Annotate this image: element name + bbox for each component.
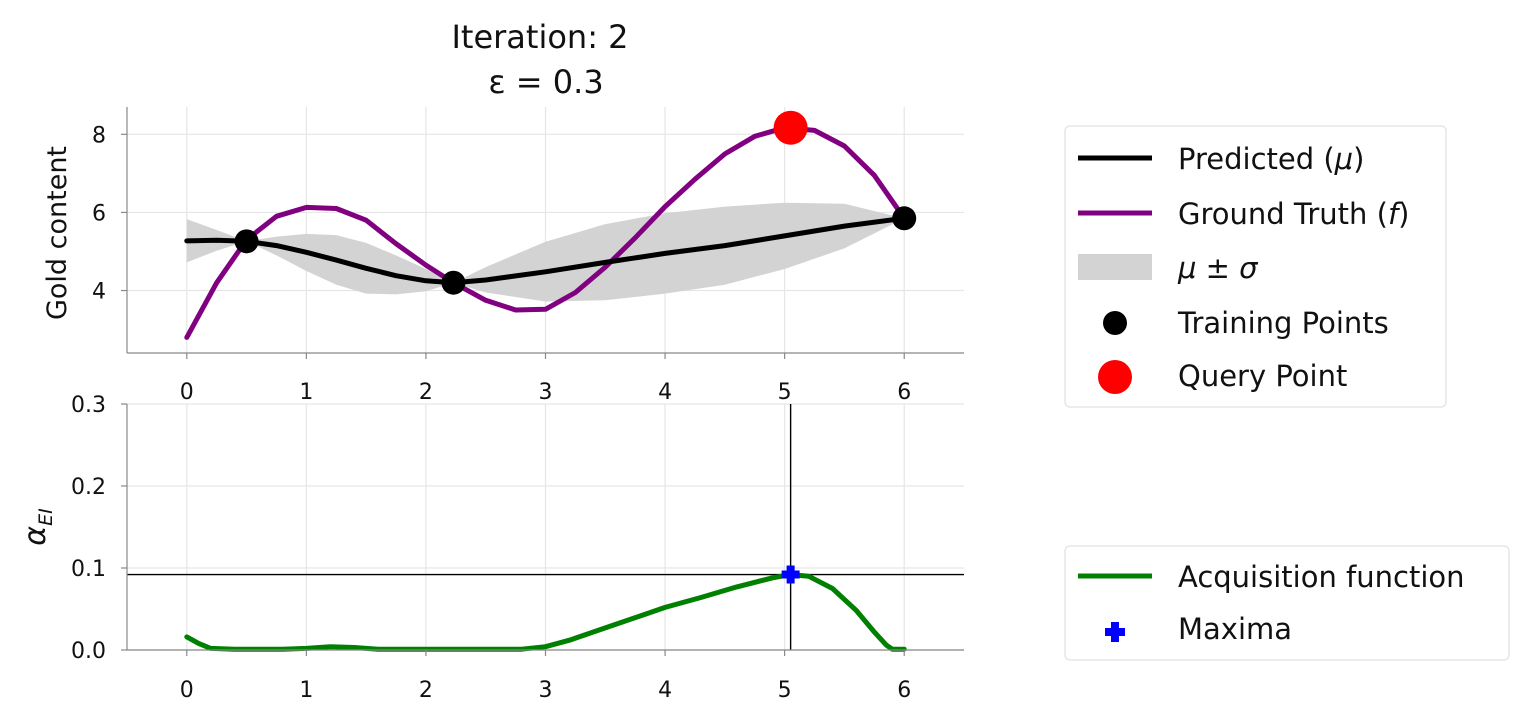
legend-maxima-label: Maxima — [1178, 612, 1292, 646]
top-x-tick-label: 6 — [897, 380, 911, 405]
bottom-y-ticks: 0.0 0.1 0.2 0.3 — [71, 393, 127, 664]
acquisition-function-line — [184, 572, 907, 652]
legend-predicted-pre: Predicted ( — [1178, 142, 1335, 176]
legend-truth-pre: Ground Truth ( — [1178, 197, 1388, 231]
top-y-ticks: 4 6 8 — [92, 123, 127, 305]
top-y-tick-label: 4 — [92, 280, 106, 305]
top-x-tick-label: 4 — [658, 380, 672, 405]
top-x-tick-label: 5 — [778, 380, 792, 405]
bottom-x-ticks: 0 1 2 3 4 5 6 — [180, 650, 911, 703]
maxima-marker — [781, 565, 800, 584]
top-y-axis-label: Gold content — [42, 146, 73, 320]
bottom-x-tick-label: 6 — [897, 678, 911, 703]
bottom-x-tick-label: 2 — [419, 678, 433, 703]
training-point — [234, 229, 259, 254]
legend-maxima-swatch — [1105, 622, 1125, 642]
legend-bottom: Acquisition function Maxima — [1064, 545, 1510, 661]
top-panel: Iteration: 2 ε = 0.3 0 1 2 3 4 5 6 4 6 8 Gold co… — [42, 18, 964, 405]
legend-query-label: Query Point — [1178, 359, 1347, 393]
legend-top-frame — [1064, 125, 1447, 408]
bottom-panel: 0 1 2 3 4 5 6 0.0 0.1 0.2 0.3 αEI — [18, 393, 964, 703]
bottom-y-axis-label-sub: EI — [35, 508, 57, 526]
legend-band-label: μ ± σ — [1177, 251, 1259, 285]
bottom-x-tick-label: 0 — [180, 678, 194, 703]
bottom-y-tick-label: 0.2 — [71, 475, 106, 500]
bottom-x-tick-label: 1 — [299, 678, 313, 703]
legend-acquisition-label: Acquisition function — [1178, 560, 1465, 594]
chart-title-line1: Iteration: 2 — [451, 18, 628, 56]
legend-band-swatch — [1078, 254, 1152, 280]
legend-top: Predicted (μ) Ground Truth (f) μ ± σ Tra… — [1064, 125, 1447, 408]
bottom-grid — [127, 403, 964, 651]
bottom-series — [184, 572, 907, 652]
bottom-x-tick-label: 5 — [778, 678, 792, 703]
legend-truth-label: Ground Truth (f) — [1178, 197, 1409, 231]
top-x-tick-label: 2 — [419, 380, 433, 405]
bottom-points — [781, 565, 800, 584]
bottom-x-tick-label: 4 — [658, 678, 672, 703]
training-point — [441, 270, 466, 295]
top-x-tick-label: 1 — [299, 380, 313, 405]
bottom-x-tick-label: 3 — [539, 678, 553, 703]
bottom-y-axis-label: αEI — [18, 508, 57, 546]
top-x-tick-label: 3 — [539, 380, 553, 405]
bottom-y-tick-label: 0.0 — [71, 639, 106, 664]
top-points — [234, 110, 917, 295]
legend-training-label: Training Points — [1177, 306, 1389, 340]
legend-predicted-sym: μ — [1334, 142, 1353, 176]
legend-predicted-post: ) — [1353, 142, 1364, 176]
maxima-crosshair — [127, 404, 964, 650]
legend-predicted-label: Predicted (μ) — [1178, 142, 1364, 176]
uncertainty-band — [186, 202, 905, 302]
bottom-y-tick-label: 0.1 — [71, 557, 106, 582]
bottom-y-axis-label-main: α — [18, 526, 53, 546]
top-y-tick-label: 8 — [92, 123, 106, 148]
chart-title-line2: ε = 0.3 — [488, 63, 603, 101]
uncertainty-band-area — [186, 202, 905, 302]
legend-bottom-frame — [1064, 545, 1510, 661]
legend-truth-post: ) — [1398, 197, 1409, 231]
legend-query-swatch — [1098, 360, 1132, 394]
top-x-tick-label: 0 — [180, 380, 194, 405]
training-point — [892, 206, 917, 231]
legend-training-swatch — [1103, 311, 1127, 335]
top-y-tick-label: 6 — [92, 201, 106, 226]
top-x-ticks: 0 1 2 3 4 5 6 — [180, 353, 911, 405]
query-point — [773, 110, 808, 145]
predicted-mean-line — [184, 215, 907, 286]
bottom-y-tick-label: 0.3 — [71, 393, 106, 418]
